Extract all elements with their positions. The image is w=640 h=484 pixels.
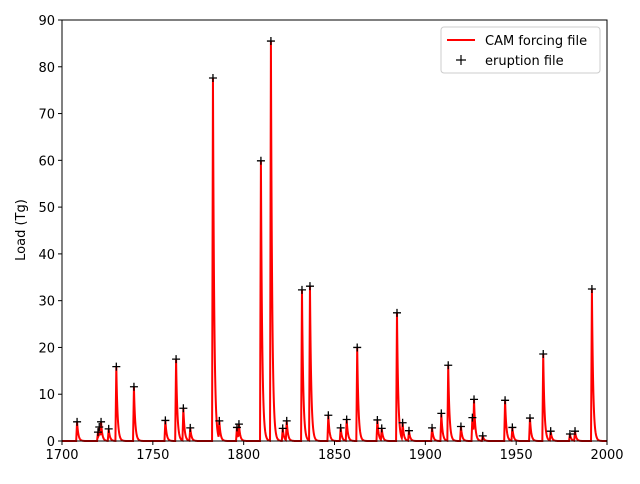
x-tick-label: 1900 (409, 448, 442, 463)
eruption-marker (208, 74, 217, 83)
eruption-marker (266, 37, 275, 46)
eruption-marker (353, 343, 362, 352)
y-tick-label: 0 (47, 435, 55, 450)
eruption-marker (305, 282, 314, 291)
legend-label-cam: CAM forcing file (485, 34, 587, 49)
y-tick-label: 70 (38, 108, 55, 123)
eruption-marker (571, 427, 580, 436)
eruption-marker (282, 416, 291, 425)
y-tick-label: 60 (38, 154, 55, 169)
eruption-marker (104, 424, 113, 433)
eruption-marker (404, 426, 413, 435)
y-tick-label: 20 (38, 341, 55, 356)
eruption-marker (179, 404, 188, 413)
eruption-marker (112, 362, 121, 371)
axes-frame (61, 19, 608, 442)
eruption-marker (428, 423, 437, 432)
eruption-marker (508, 423, 517, 432)
eruption-marker (234, 420, 243, 429)
eruption-marker (93, 428, 102, 437)
eruption-marker (392, 308, 401, 317)
eruption-marker (73, 417, 82, 426)
y-tick-label: 40 (38, 248, 55, 263)
x-tick-label: 1950 (500, 448, 533, 463)
eruption-marker (342, 415, 351, 424)
eruption-marker (278, 424, 287, 433)
x-tick-label: 1850 (318, 448, 351, 463)
x-tick-label: 1800 (227, 448, 260, 463)
legend-plus-marker (456, 55, 466, 65)
eruption-marker (377, 424, 386, 433)
eruption-marker (373, 415, 382, 424)
y-tick-label: 80 (38, 61, 55, 76)
eruption-marker (587, 284, 596, 293)
eruption-marker (161, 416, 170, 425)
eruption-marker (470, 395, 479, 404)
eruption-marker (97, 417, 106, 426)
cam-forcing-line (62, 41, 607, 443)
eruption-marker (437, 409, 446, 418)
x-tick-label: 1750 (136, 448, 169, 463)
eruption-marker (468, 413, 477, 422)
eruption-marker (256, 156, 265, 165)
eruption-marker (215, 416, 224, 425)
legend: CAM forcing file eruption file (440, 26, 601, 74)
eruption-marker (565, 429, 574, 438)
legend-label-eruption: eruption file (485, 54, 564, 69)
eruption-marker (297, 285, 306, 294)
eruption-marker (95, 422, 104, 431)
eruption-marker (456, 422, 465, 431)
y-tick-label: 10 (38, 388, 55, 403)
x-tick-label: 1700 (45, 448, 78, 463)
y-tick-label: 30 (38, 295, 55, 310)
eruption-marker (398, 418, 407, 427)
y-tick-label: 50 (38, 201, 55, 216)
eruption-marker (525, 414, 534, 423)
eruption-marker (324, 411, 333, 420)
y-tick-label: 90 (38, 14, 55, 29)
eruption-marker (478, 431, 487, 440)
eruption-marker (129, 382, 138, 391)
eruption-marker (186, 423, 195, 432)
y-axis-label: Load (Tg) (14, 199, 29, 261)
eruption-marker (336, 423, 345, 432)
eruption-marker (539, 349, 548, 358)
eruption-marker (172, 355, 181, 364)
x-tick-label: 2000 (590, 448, 623, 463)
legend-box (440, 26, 601, 74)
eruption-marker (444, 361, 453, 370)
eruption-marker (501, 396, 510, 405)
eruption-marker (546, 427, 555, 436)
